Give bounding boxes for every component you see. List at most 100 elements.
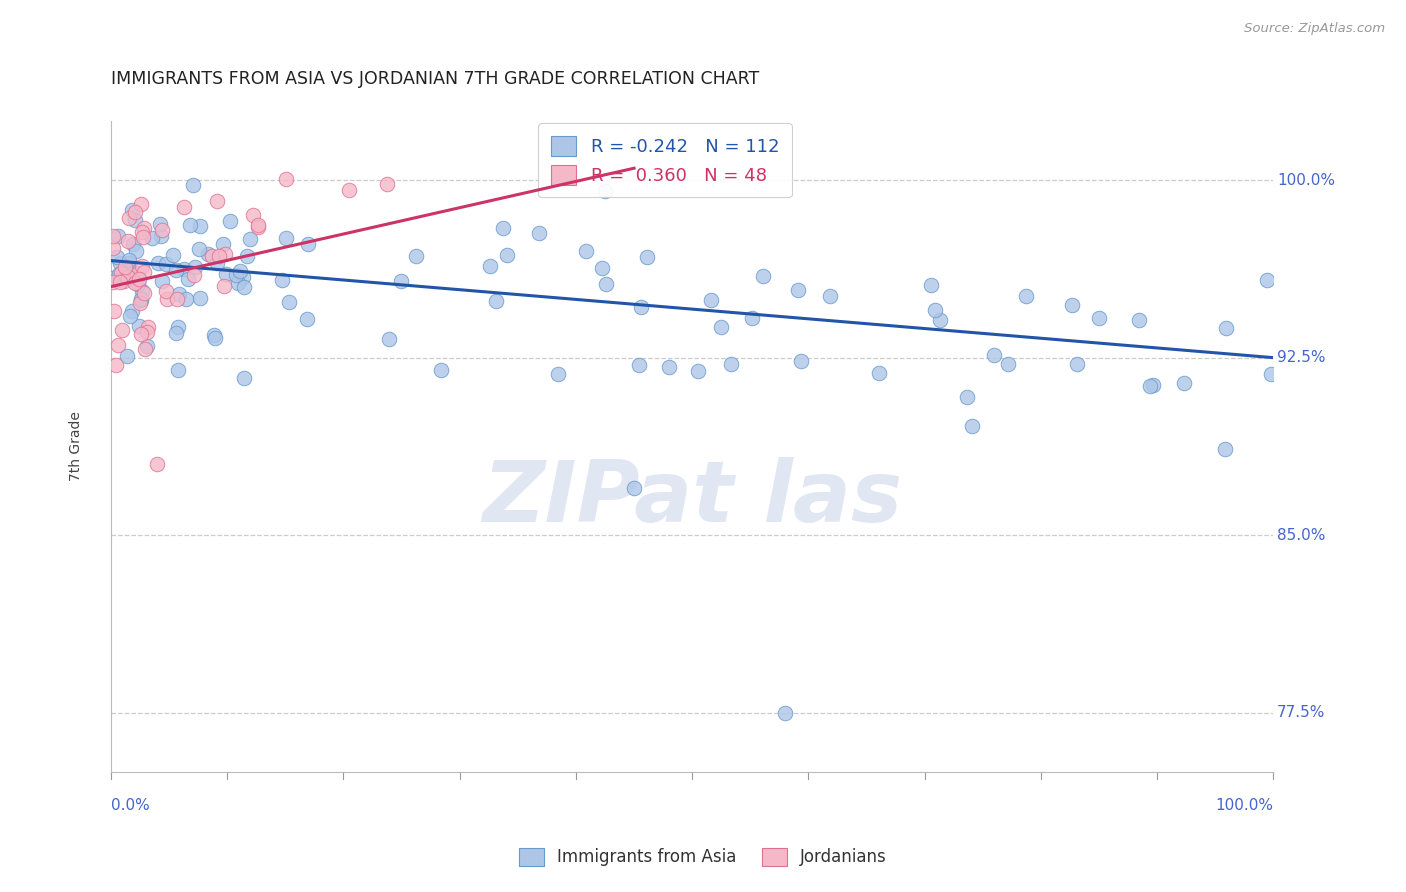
- Point: [229, 264, 252, 278]
- Point: [166, 292, 188, 306]
- Point: [430, 363, 453, 377]
- Point: [110, 266, 132, 280]
- Point: [204, 331, 226, 345]
- Point: [225, 268, 247, 282]
- Point: [174, 292, 197, 306]
- Point: [117, 234, 139, 248]
- Point: [129, 293, 152, 308]
- Point: [120, 309, 142, 323]
- Legend: R = -0.242   N = 112, R =  0.360   N = 48: R = -0.242 N = 112, R = 0.360 N = 48: [538, 123, 792, 197]
- Point: [114, 260, 136, 274]
- Point: [710, 319, 733, 334]
- Text: 100.0%: 100.0%: [1216, 798, 1274, 814]
- Point: [773, 706, 796, 720]
- Point: [247, 220, 270, 235]
- Point: [127, 267, 149, 281]
- Point: [378, 333, 401, 347]
- Text: ZIPat las: ZIPat las: [482, 457, 903, 540]
- Point: [214, 247, 236, 261]
- Point: [595, 277, 617, 291]
- Point: [527, 227, 550, 241]
- Point: [148, 256, 170, 270]
- Point: [818, 289, 841, 303]
- Text: 92.5%: 92.5%: [1277, 351, 1326, 365]
- Point: [124, 276, 146, 290]
- Point: [591, 261, 613, 276]
- Point: [108, 256, 131, 270]
- Point: [103, 271, 125, 285]
- Point: [115, 349, 138, 363]
- Point: [132, 265, 155, 279]
- Text: 85.0%: 85.0%: [1277, 528, 1326, 542]
- Point: [107, 267, 129, 281]
- Point: [485, 293, 508, 308]
- Point: [1260, 367, 1282, 381]
- Point: [110, 273, 132, 287]
- Point: [214, 278, 236, 293]
- Point: [108, 275, 131, 289]
- Point: [277, 294, 299, 309]
- Point: [146, 457, 169, 471]
- Point: [107, 228, 129, 243]
- Point: [129, 296, 152, 310]
- Point: [956, 390, 979, 404]
- Point: [131, 284, 153, 298]
- Point: [200, 249, 222, 263]
- Point: [122, 265, 145, 279]
- Point: [271, 273, 294, 287]
- Point: [205, 194, 228, 208]
- Point: [700, 293, 723, 308]
- Point: [405, 249, 427, 263]
- Point: [155, 284, 177, 298]
- Point: [118, 252, 141, 267]
- Point: [238, 232, 260, 246]
- Point: [156, 292, 179, 306]
- Point: [1256, 273, 1278, 287]
- Point: [131, 225, 153, 239]
- Point: [208, 249, 231, 263]
- Point: [155, 257, 177, 271]
- Point: [1088, 311, 1111, 326]
- Point: [136, 339, 159, 353]
- Point: [496, 248, 519, 262]
- Point: [128, 272, 150, 286]
- Point: [218, 214, 240, 228]
- Point: [125, 244, 148, 258]
- Point: [630, 300, 652, 314]
- Point: [149, 217, 172, 231]
- Point: [105, 250, 128, 264]
- Point: [1015, 289, 1038, 303]
- Point: [129, 326, 152, 341]
- Point: [150, 274, 173, 288]
- Point: [575, 244, 598, 258]
- Point: [547, 367, 569, 381]
- Point: [924, 303, 946, 318]
- Point: [686, 364, 709, 378]
- Point: [134, 342, 156, 356]
- Point: [297, 237, 319, 252]
- Point: [205, 256, 228, 270]
- Point: [375, 177, 398, 191]
- Point: [103, 275, 125, 289]
- Point: [337, 183, 360, 197]
- Point: [150, 223, 173, 237]
- Point: [752, 269, 775, 284]
- Point: [389, 274, 412, 288]
- Point: [173, 200, 195, 214]
- Point: [197, 247, 219, 261]
- Point: [179, 218, 201, 232]
- Point: [112, 274, 135, 288]
- Point: [658, 360, 681, 375]
- Point: [720, 358, 742, 372]
- Point: [236, 249, 259, 263]
- Legend: Immigrants from Asia, Jordanians: Immigrants from Asia, Jordanians: [510, 839, 896, 875]
- Point: [928, 313, 950, 327]
- Point: [118, 255, 141, 269]
- Point: [242, 208, 264, 222]
- Point: [111, 323, 134, 337]
- Point: [184, 260, 207, 274]
- Point: [125, 271, 148, 285]
- Point: [124, 212, 146, 227]
- Point: [121, 303, 143, 318]
- Point: [162, 247, 184, 261]
